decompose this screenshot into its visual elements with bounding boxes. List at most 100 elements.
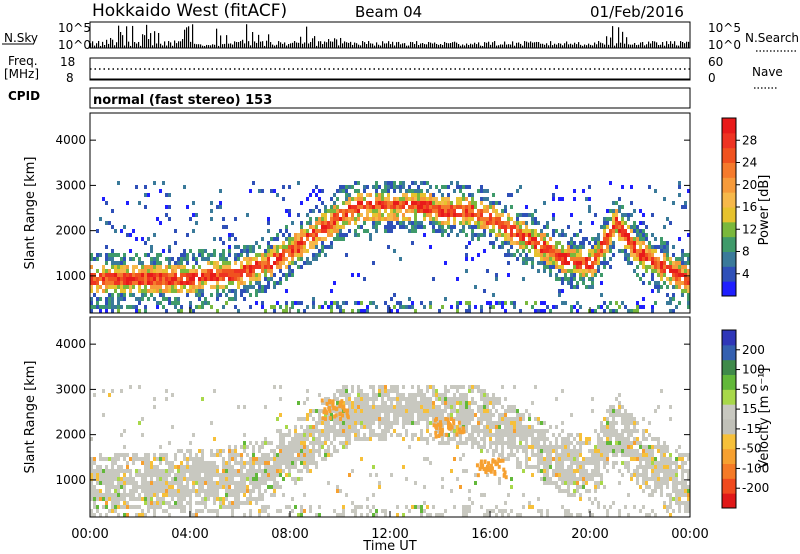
power-cell <box>375 229 378 233</box>
velocity-cell <box>222 505 225 509</box>
power-cell <box>114 273 117 277</box>
power-cell <box>162 269 165 273</box>
velocity-cell <box>141 433 144 437</box>
velocity-cell <box>270 477 273 481</box>
power-cell <box>246 253 249 257</box>
velocity-cell <box>99 497 102 501</box>
power-cell <box>93 281 96 285</box>
velocity-cell <box>645 473 648 477</box>
power-cell <box>642 297 645 301</box>
power-cell <box>213 285 216 289</box>
velocity-cell <box>132 461 135 465</box>
velocity-cell <box>282 441 285 445</box>
power-cell <box>513 253 516 257</box>
velocity-cell <box>474 441 477 445</box>
power-cell <box>486 205 489 209</box>
velocity-cell <box>513 385 516 389</box>
nsky-bar <box>236 42 238 48</box>
velocity-cell <box>105 457 108 461</box>
velocity-cell <box>420 393 423 397</box>
velocity-cell <box>267 461 270 465</box>
velocity-cell <box>423 417 426 421</box>
velocity-cell <box>609 409 612 413</box>
velocity-cell <box>570 461 573 465</box>
power-cell <box>111 261 114 265</box>
velocity-cell <box>303 465 306 469</box>
velocity-cell <box>255 441 258 445</box>
power-cell <box>183 269 186 273</box>
power-cell <box>105 305 108 309</box>
power-cell <box>687 189 690 193</box>
power-cell <box>468 305 471 309</box>
power-cell <box>537 241 540 245</box>
velocity-cell <box>261 469 264 473</box>
velocity-cell <box>669 513 672 517</box>
velocity-cell <box>231 469 234 473</box>
power-cell <box>222 257 225 261</box>
power-cell <box>261 261 264 265</box>
power-cell <box>174 297 177 301</box>
velocity-cell <box>228 477 231 481</box>
velocity-cell <box>288 453 291 457</box>
power-cell <box>651 265 654 269</box>
power-cell <box>654 285 657 289</box>
power-cell <box>129 249 132 253</box>
power-cell <box>351 217 354 221</box>
velocity-cell <box>261 493 264 497</box>
nsky-bar <box>634 42 636 48</box>
velocity-cell <box>264 405 267 409</box>
power-cell <box>585 261 588 265</box>
velocity-cell <box>354 505 357 509</box>
nsky-bar <box>484 42 486 48</box>
nsky-bar <box>514 45 516 48</box>
velocity-cell <box>525 433 528 437</box>
power-cell <box>519 225 522 229</box>
velocity-cell <box>144 497 147 501</box>
power-cell <box>246 257 249 261</box>
velocity-cell <box>468 421 471 425</box>
velocity-cell <box>657 441 660 445</box>
velocity-cell <box>261 457 264 461</box>
power-cell <box>678 269 681 273</box>
velocity-cell <box>654 409 657 413</box>
velocity-cell <box>411 385 414 389</box>
velocity-cell <box>486 433 489 437</box>
velocity-cell <box>414 397 417 401</box>
power-cell <box>201 305 204 309</box>
power-cell <box>543 309 546 313</box>
velocity-cell <box>438 409 441 413</box>
power-cell <box>384 181 387 185</box>
power-cell <box>219 293 222 297</box>
power-cell <box>495 217 498 221</box>
velocity-cell <box>96 469 99 473</box>
power-cell <box>189 249 192 253</box>
velocity-cell <box>183 477 186 481</box>
power-cell <box>324 237 327 241</box>
power-cell <box>255 281 258 285</box>
nsky-bar <box>186 27 188 48</box>
nsearch-label: N.Search <box>745 31 799 45</box>
power-cell <box>684 265 687 269</box>
nsky-bar <box>328 39 330 48</box>
power-cell <box>555 229 558 233</box>
velocity-cell <box>279 453 282 457</box>
velocity-cell <box>93 393 96 397</box>
velocity-cell <box>405 505 408 509</box>
power-cell <box>135 281 138 285</box>
power-cell <box>483 221 486 225</box>
velocity-cell <box>615 409 618 413</box>
power-cell <box>495 201 498 205</box>
power-cell <box>141 289 144 293</box>
velocity-cell <box>645 429 648 433</box>
power-cell <box>240 253 243 257</box>
power-cell <box>582 257 585 261</box>
power-cell <box>216 261 219 265</box>
power-cell <box>546 233 549 237</box>
velocity-cell <box>129 505 132 509</box>
power-cell <box>273 245 276 249</box>
nsky-bar <box>660 44 662 48</box>
power-cell <box>96 277 99 281</box>
nsky-bar <box>326 42 328 48</box>
power-cell <box>474 201 477 205</box>
velocity-cell <box>333 417 336 421</box>
